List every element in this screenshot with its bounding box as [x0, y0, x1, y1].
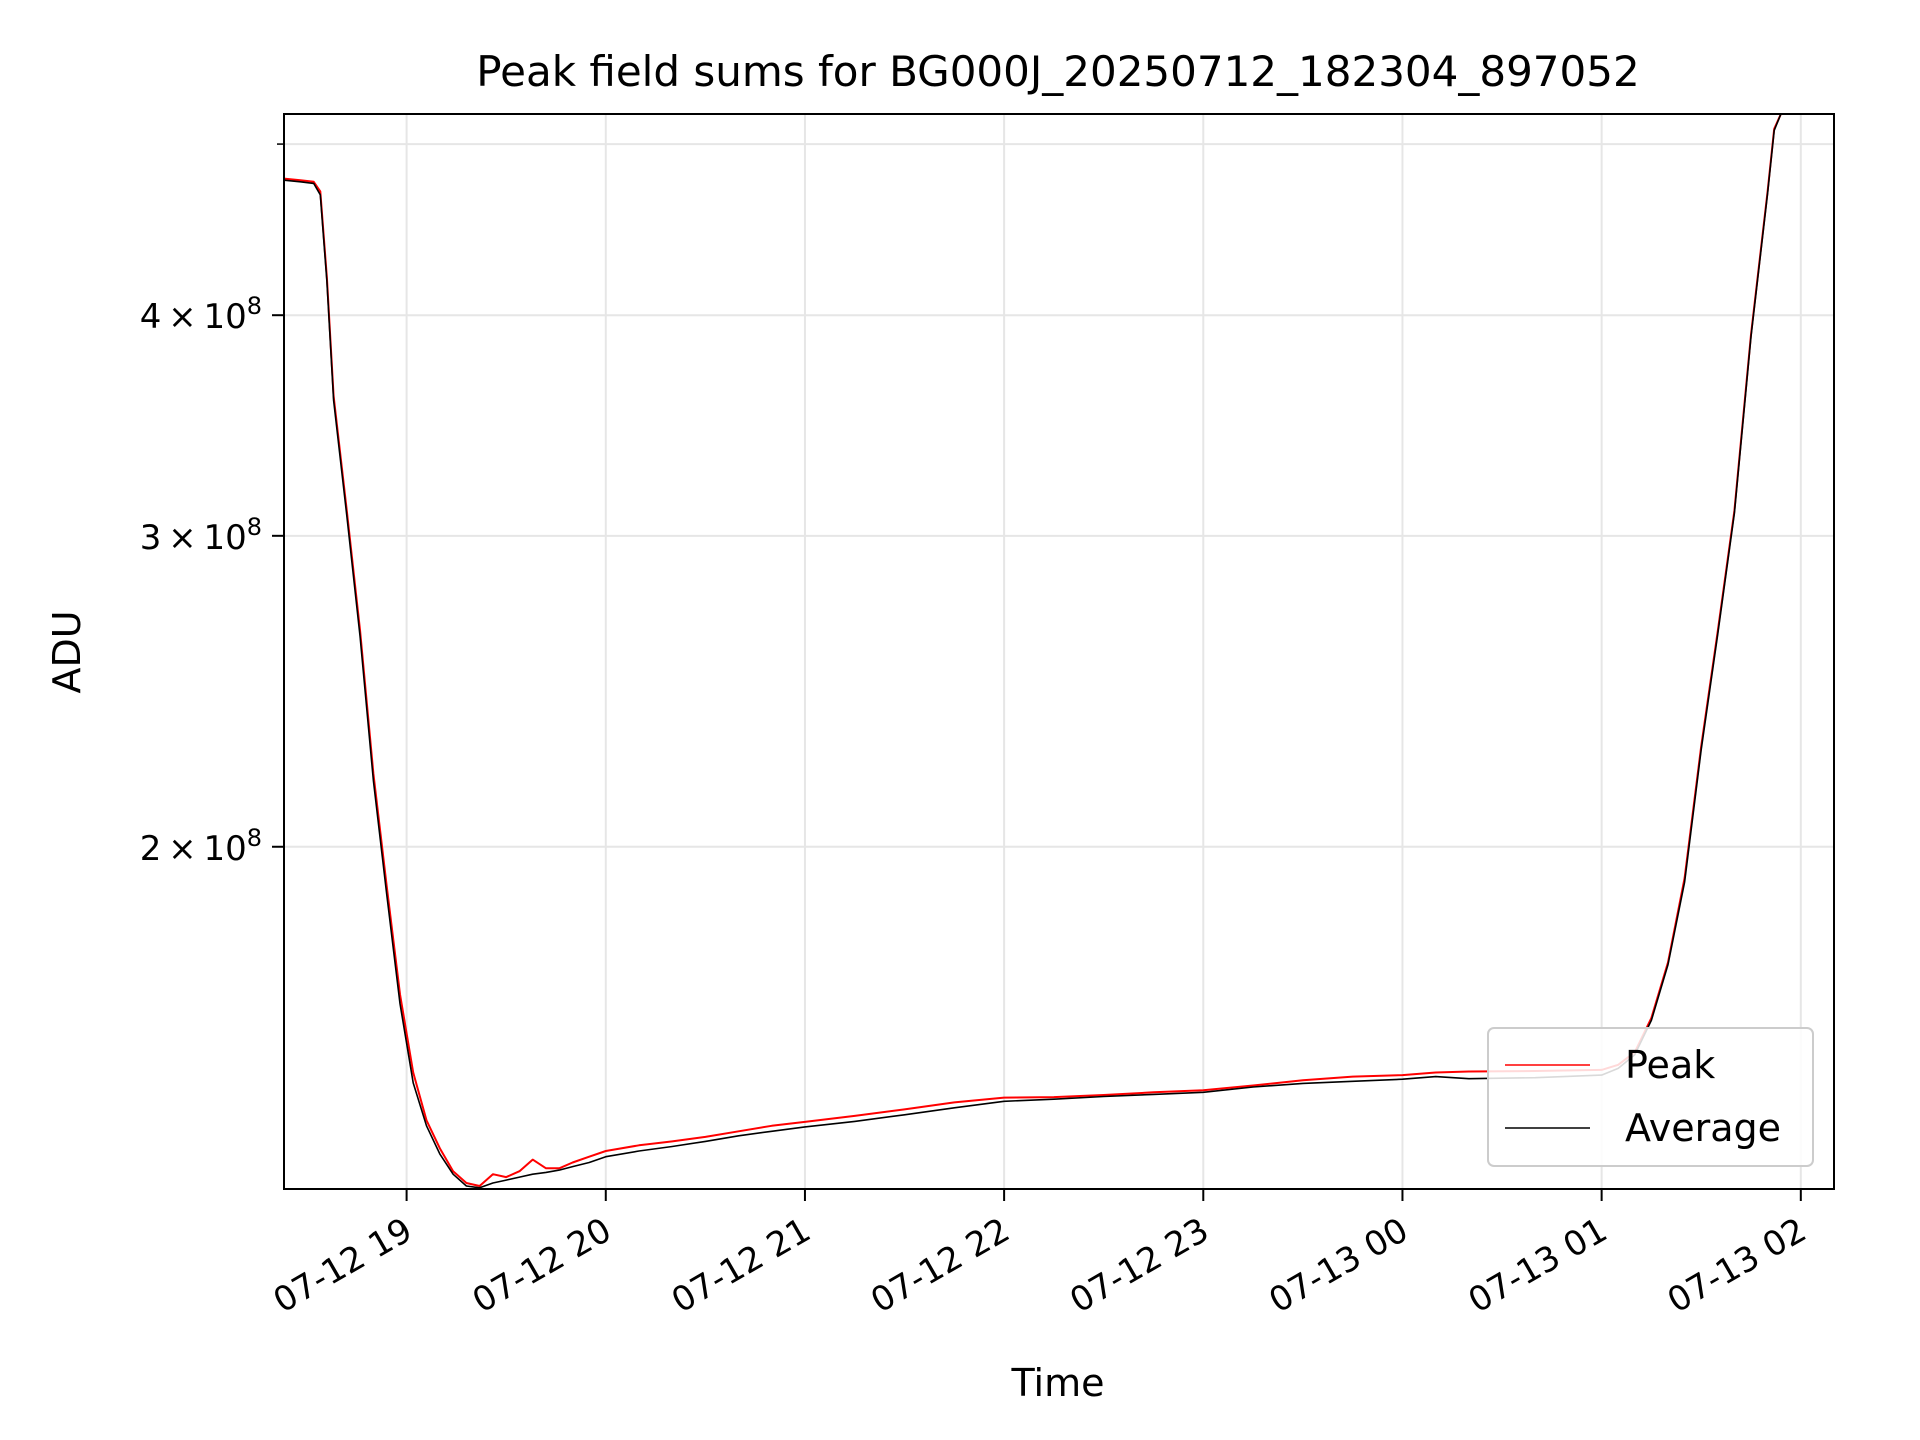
plot-frame	[283, 113, 1835, 1190]
chart-title: Peak field sums for BG000J_20250712_1823…	[476, 47, 1639, 96]
legend: Peak Average	[1487, 1027, 1814, 1167]
y-tick-label: 3 × 108	[140, 513, 262, 558]
y-tick-label: 2 × 108	[140, 824, 262, 869]
y-tick-label: 4 × 108	[140, 292, 262, 337]
x-axis-label: Time	[1011, 1361, 1105, 1405]
legend-label-peak: Peak	[1625, 1043, 1715, 1087]
legend-box	[1487, 1027, 1814, 1167]
legend-label-average: Average	[1625, 1106, 1781, 1150]
y-axis-label: ADU	[45, 610, 89, 693]
grid	[284, 114, 1834, 1189]
